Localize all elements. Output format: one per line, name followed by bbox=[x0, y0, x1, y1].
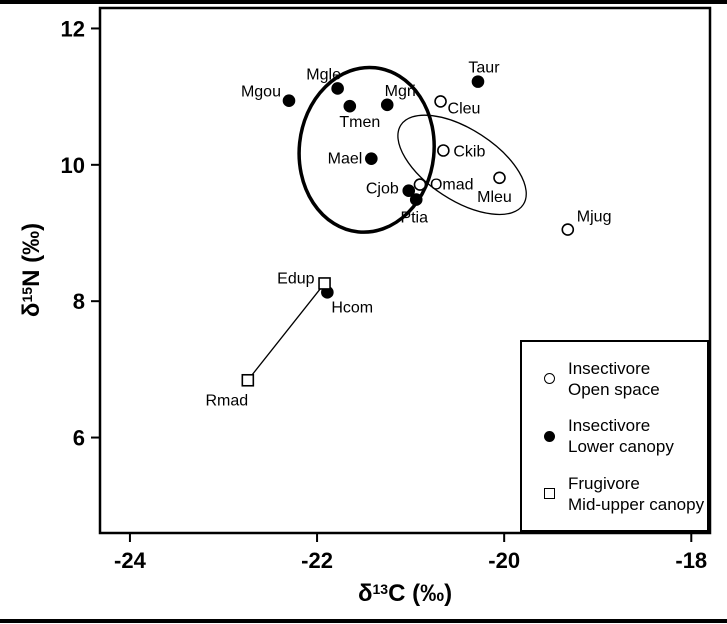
data-point-Mleu bbox=[493, 171, 506, 185]
data-point-Mael bbox=[365, 152, 378, 165]
data-point-Edup bbox=[318, 277, 331, 290]
x-axis-delta: δ bbox=[357, 580, 373, 607]
data-point-Mjug bbox=[561, 223, 575, 236]
legend-item-open-space: Insectivore Open space bbox=[544, 358, 707, 400]
legend-line2: Mid-upper canopy bbox=[568, 494, 705, 514]
data-point-Rmad bbox=[241, 373, 255, 387]
x-axis-rest: C (‰) bbox=[388, 580, 453, 607]
legend-item-text: Insectivore Open space bbox=[568, 358, 660, 400]
legend-item-lower-canopy: Insectivore Lower canopy bbox=[544, 415, 707, 457]
point-label-Cjob: Cjob bbox=[366, 181, 399, 198]
figure-bottom-border bbox=[0, 619, 727, 623]
x-axis-title: δ13C (‰) bbox=[100, 580, 710, 608]
point-label-Cleu: Cleu bbox=[448, 100, 481, 117]
point-label-Mgle: Mgle bbox=[306, 66, 341, 83]
point-label-Mgri: Mgri bbox=[385, 83, 416, 100]
data-point-Mgou bbox=[282, 94, 296, 108]
legend-box: Insectivore Open space Insectivore Lower… bbox=[520, 340, 709, 532]
y-axis-title: δ15N (‰) bbox=[18, 223, 46, 317]
plot-border bbox=[98, 6, 712, 535]
point-label-Mleu: Mleu bbox=[477, 189, 512, 206]
legend-item-text: Insectivore Lower canopy bbox=[568, 415, 674, 457]
data-point-Ptia bbox=[409, 193, 423, 206]
point-label-Mgou: Mgou bbox=[241, 84, 281, 101]
point-label-Ptia: Ptia bbox=[400, 210, 428, 227]
data-point-Mgri bbox=[380, 98, 394, 112]
y-tick-label: 8 bbox=[73, 289, 85, 314]
open-square-icon bbox=[544, 488, 555, 499]
point-label-Hcom: Hcom bbox=[331, 299, 373, 316]
x-tick-label: -20 bbox=[488, 548, 520, 573]
point-label-Mjug: Mjug bbox=[577, 209, 612, 226]
data-point-Ckib bbox=[437, 144, 450, 157]
figure-top-border bbox=[0, 0, 727, 4]
data-point-Omad bbox=[413, 178, 427, 191]
frugivore-connector-line bbox=[247, 283, 326, 381]
point-label-Omad: Omad bbox=[430, 177, 474, 194]
open-circle-icon bbox=[544, 373, 555, 384]
x-tick-label: -24 bbox=[114, 548, 147, 573]
y-axis-superscript: 15 bbox=[19, 286, 35, 303]
y-axis-delta: δ bbox=[18, 302, 45, 318]
y-tick-label: 12 bbox=[61, 16, 85, 41]
data-point-Mgle bbox=[331, 82, 344, 95]
x-tick-label: -22 bbox=[301, 548, 333, 573]
x-axis-superscript: 13 bbox=[372, 581, 389, 597]
y-tick-label: 10 bbox=[61, 153, 85, 178]
filled-circle-icon bbox=[544, 430, 555, 442]
point-label-Ckib: Ckib bbox=[453, 144, 485, 161]
legend-item-text: Frugivore Mid-upper canopy bbox=[568, 473, 704, 515]
data-point-Tmen bbox=[343, 99, 357, 113]
point-label-Rmad: Rmad bbox=[205, 392, 248, 409]
y-axis-rest: N (‰) bbox=[18, 222, 45, 287]
point-label-Taur: Taur bbox=[468, 60, 500, 77]
point-label-Tmen: Tmen bbox=[339, 114, 380, 131]
legend-line2: Open space bbox=[568, 379, 660, 399]
data-point-Cjob bbox=[402, 184, 416, 198]
legend-line1: Insectivore bbox=[568, 416, 651, 435]
x-tick-label: -18 bbox=[675, 548, 707, 573]
y-tick-label: 6 bbox=[73, 426, 85, 451]
legend-line1: Insectivore bbox=[568, 358, 651, 378]
cluster-ellipse-lower-canopy-cluster bbox=[297, 65, 436, 234]
point-label-Mael: Mael bbox=[328, 151, 363, 168]
data-point-Taur bbox=[471, 75, 485, 88]
point-label-Edup: Edup bbox=[277, 270, 314, 287]
data-point-Cleu bbox=[434, 95, 447, 108]
legend-line1: Frugivore bbox=[568, 473, 640, 493]
cluster-ellipse-open-space-cluster bbox=[397, 114, 527, 216]
legend-item-frugivore: Frugivore Mid-upper canopy bbox=[544, 473, 707, 515]
legend-line2: Lower canopy bbox=[568, 437, 674, 456]
